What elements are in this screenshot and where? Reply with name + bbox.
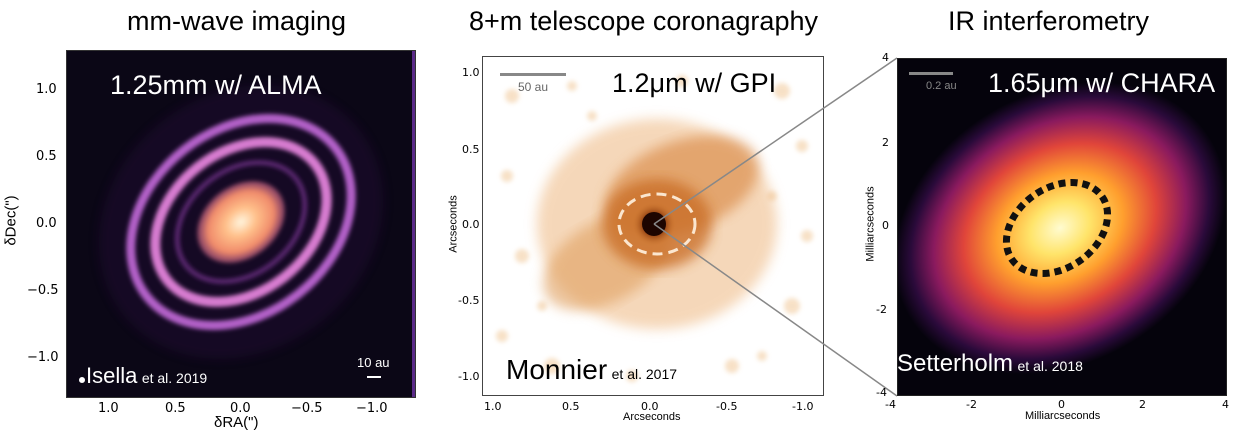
alma-citation-rest: et al. 2019 (141, 370, 208, 386)
panel-2-title: 8+m telescope coronagraphy (469, 6, 818, 36)
gpi-citation-author: Monnier (506, 354, 608, 385)
alma-y-axis-label: δDec(") (2, 195, 20, 246)
alma-x-tick: −0.5 (291, 401, 323, 416)
gpi-x-axis-label: Arcseconds (623, 411, 681, 423)
alma-citation: Isella et al. 2019 (86, 363, 207, 389)
chara-citation-rest: et al. 2018 (1017, 358, 1083, 374)
gpi-frame (482, 56, 824, 396)
gpi-x-tick: -0.5 (716, 400, 738, 413)
alma-x-tick: 1.0 (98, 401, 119, 416)
chara-x-axis-label: Milliarcseconds (1025, 410, 1101, 422)
gpi-y-tick: 0.0 (462, 218, 480, 231)
chara-y-tick: 2 (882, 136, 889, 149)
chara-disk-image (897, 58, 1227, 396)
chara-x-tick: -4 (885, 398, 896, 411)
gpi-x-tick: 0.5 (562, 400, 580, 413)
alma-scalebar (367, 376, 381, 378)
gpi-x-tick: 0.0 (641, 400, 659, 413)
alma-x-tick: 0.0 (230, 401, 251, 416)
alma-y-tick: 1.0 (36, 82, 57, 97)
chara-citation-author: Setterholm (897, 350, 1014, 377)
alma-citation-author: Isella (86, 363, 138, 388)
chara-x-tick: 2 (1139, 398, 1146, 411)
panel-3-title: IR interferometry (948, 6, 1150, 36)
chara-y-tick: -2 (876, 303, 887, 316)
gpi-y-tick: 0.5 (462, 143, 480, 156)
gpi-citation-rest: et al. 2017 (611, 366, 678, 382)
panel-1-title: mm-wave imaging (127, 6, 347, 36)
alma-overlay-title: 1.25mm w/ ALMA (110, 70, 322, 100)
chara-y-tick: -4 (876, 386, 887, 399)
chara-citation: Setterholm et al. 2018 (897, 350, 1083, 378)
alma-y-tick: 0.5 (36, 149, 57, 164)
gpi-x-tick: -1.0 (792, 400, 814, 413)
alma-image (66, 50, 416, 398)
gpi-overlay-title: 1.2μm w/ GPI (612, 68, 777, 98)
alma-y-tick: −1.0 (27, 350, 59, 365)
alma-disk-rings (66, 50, 416, 398)
gpi-y-tick: -1.0 (458, 370, 480, 383)
gpi-scalebar-label: 50 au (518, 80, 549, 94)
gpi-citation: Monnier et al. 2017 (506, 354, 677, 386)
chara-image (897, 58, 1227, 396)
alma-x-axis-label: δRA(") (214, 414, 259, 431)
gpi-x-tick: 1.0 (484, 400, 502, 413)
chara-y-axis-label: Milliarcseconds (864, 186, 877, 262)
alma-scalebar-label: 10 au (357, 355, 390, 370)
chara-y-tick: 4 (882, 51, 889, 64)
alma-y-tick: −0.5 (27, 283, 59, 298)
chara-x-tick: 4 (1222, 398, 1229, 411)
alma-frame (66, 50, 416, 398)
alma-x-tick: 0.5 (165, 401, 186, 416)
chara-overlay-title: 1.65μm w/ CHARA (988, 68, 1216, 98)
gpi-y-axis-label: Arcseconds (447, 195, 460, 253)
chara-scalebar-label: 0.2 au (926, 80, 957, 92)
alma-y-tick: 0.0 (36, 216, 57, 231)
chara-x-tick: -2 (966, 398, 977, 411)
chara-y-tick: 0 (882, 219, 889, 232)
chara-frame (897, 58, 1227, 396)
gpi-y-tick: -0.5 (458, 294, 480, 307)
alma-x-tick: −1.0 (356, 401, 388, 416)
gpi-y-tick: 1.0 (462, 66, 480, 79)
chara-x-tick: 0 (1058, 398, 1065, 411)
